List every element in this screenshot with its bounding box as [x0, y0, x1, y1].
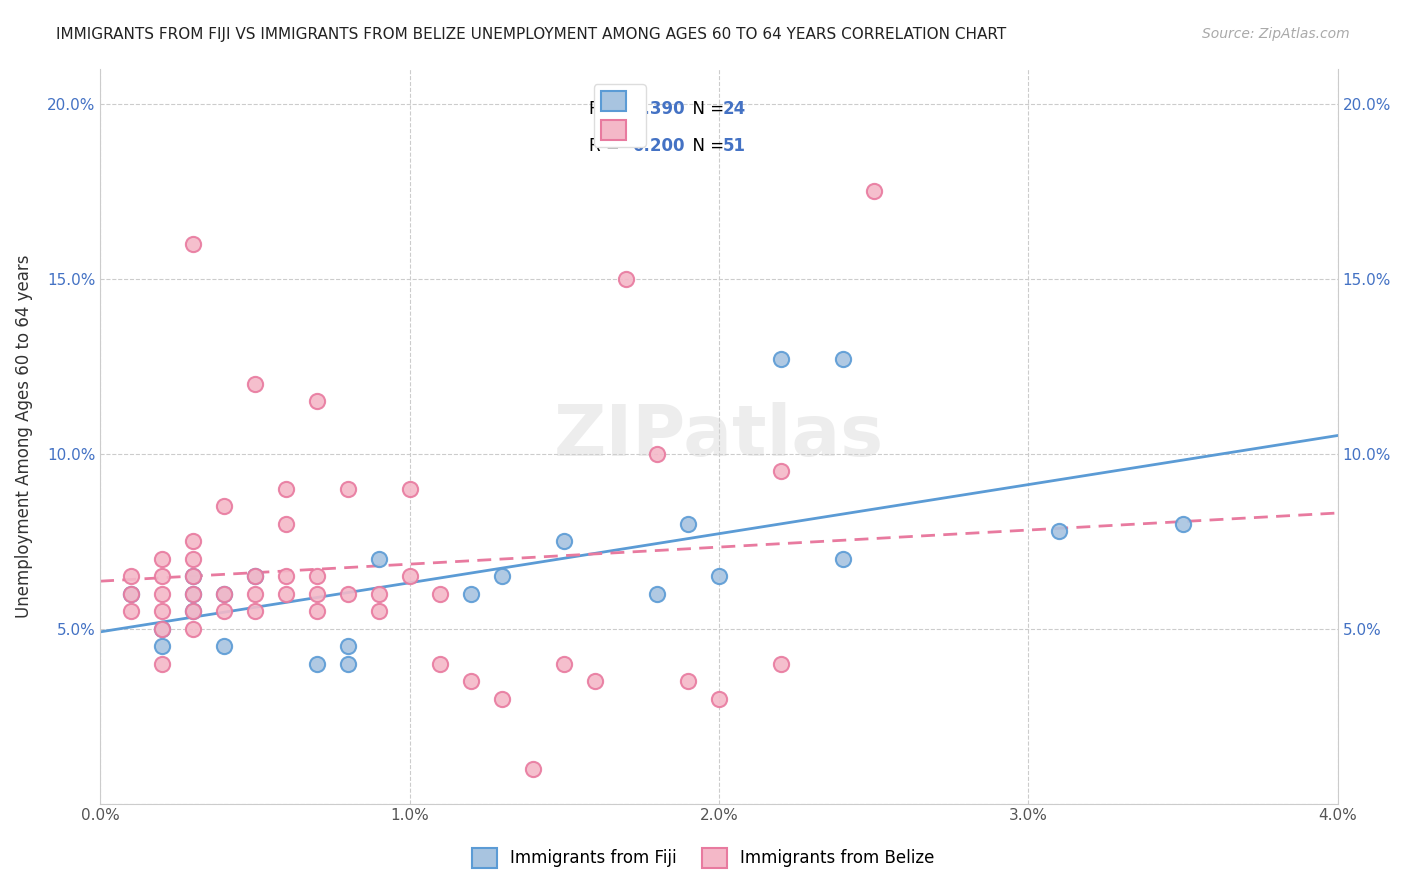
Point [831, 551, 853, 566]
Point [460, 674, 482, 689]
Text: N =: N = [682, 100, 730, 118]
Y-axis label: Unemployment Among Ages 60 to 64 years: Unemployment Among Ages 60 to 64 years [15, 254, 32, 618]
Point [150, 604, 173, 618]
Text: R =: R = [589, 136, 626, 154]
Point [243, 569, 266, 583]
Point [120, 569, 142, 583]
Point [181, 622, 204, 636]
Point [150, 551, 173, 566]
Point [274, 516, 297, 531]
Point [150, 657, 173, 671]
Point [305, 657, 328, 671]
Point [491, 691, 513, 706]
Point [367, 586, 389, 600]
Point [460, 586, 482, 600]
Point [243, 569, 266, 583]
Point [645, 446, 668, 460]
Point [274, 482, 297, 496]
Point [181, 569, 204, 583]
Point [645, 586, 668, 600]
Point [274, 569, 297, 583]
Text: 51: 51 [723, 136, 745, 154]
Point [553, 657, 575, 671]
Point [243, 604, 266, 618]
Point [274, 586, 297, 600]
Text: ZIPatlas: ZIPatlas [554, 401, 884, 471]
Point [150, 639, 173, 653]
Point [120, 586, 142, 600]
Point [212, 586, 235, 600]
Point [336, 586, 359, 600]
Legend: , : , [595, 84, 645, 146]
Point [212, 604, 235, 618]
Text: R =: R = [589, 100, 626, 118]
Point [862, 184, 884, 198]
Point [305, 394, 328, 409]
Point [769, 464, 792, 478]
Point [181, 551, 204, 566]
Point [120, 586, 142, 600]
Point [583, 674, 606, 689]
Point [367, 551, 389, 566]
Point [305, 569, 328, 583]
Point [336, 639, 359, 653]
Point [491, 569, 513, 583]
Text: IMMIGRANTS FROM FIJI VS IMMIGRANTS FROM BELIZE UNEMPLOYMENT AMONG AGES 60 TO 64 : IMMIGRANTS FROM FIJI VS IMMIGRANTS FROM … [56, 27, 1007, 42]
Point [181, 604, 204, 618]
Point [769, 352, 792, 367]
Point [614, 271, 637, 285]
Point [676, 674, 699, 689]
Point [181, 236, 204, 251]
Point [212, 639, 235, 653]
Point [305, 586, 328, 600]
Point [305, 604, 328, 618]
Point [212, 499, 235, 513]
Point [831, 352, 853, 367]
Point [181, 586, 204, 600]
Point [150, 622, 173, 636]
Point [398, 569, 420, 583]
Point [707, 691, 730, 706]
Text: N =: N = [682, 136, 730, 154]
Point [181, 569, 204, 583]
Point [212, 586, 235, 600]
Point [429, 657, 451, 671]
Text: Source: ZipAtlas.com: Source: ZipAtlas.com [1202, 27, 1350, 41]
Point [181, 534, 204, 549]
Text: 0.200: 0.200 [633, 136, 685, 154]
Point [181, 586, 204, 600]
Text: 0.390: 0.390 [633, 100, 685, 118]
Point [553, 534, 575, 549]
Point [769, 657, 792, 671]
Point [336, 482, 359, 496]
Point [429, 586, 451, 600]
Point [398, 482, 420, 496]
Point [336, 657, 359, 671]
Point [150, 569, 173, 583]
Legend: Immigrants from Fiji, Immigrants from Belize: Immigrants from Fiji, Immigrants from Be… [465, 841, 941, 875]
Point [1171, 516, 1194, 531]
Point [150, 622, 173, 636]
Point [120, 604, 142, 618]
Point [1047, 524, 1070, 538]
Point [367, 604, 389, 618]
Point [150, 586, 173, 600]
Point [676, 516, 699, 531]
Point [243, 586, 266, 600]
Point [707, 569, 730, 583]
Text: 24: 24 [723, 100, 747, 118]
Point [522, 762, 544, 776]
Point [243, 376, 266, 391]
Point [181, 604, 204, 618]
